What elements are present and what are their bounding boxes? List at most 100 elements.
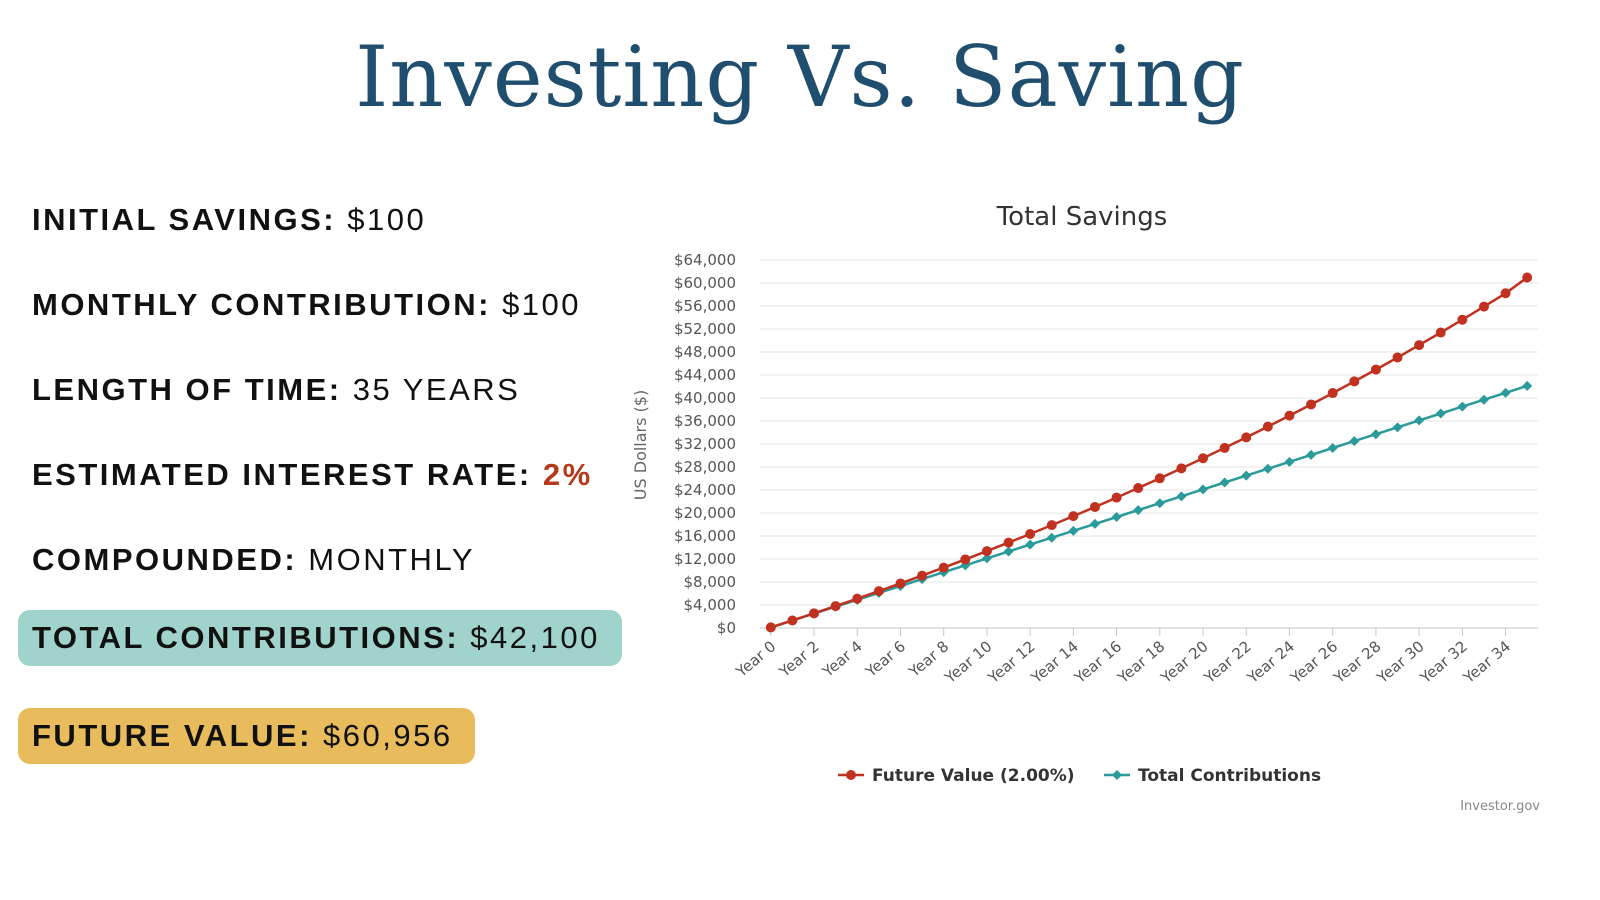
data-point[interactable] (1284, 456, 1295, 467)
y-tick-label: $28,000 (674, 458, 736, 476)
data-point[interactable] (1154, 498, 1165, 509)
data-point[interactable] (1046, 520, 1057, 531)
data-point[interactable] (1435, 408, 1446, 419)
y-tick-label: $8,000 (684, 573, 737, 591)
data-point[interactable] (1068, 511, 1079, 522)
data-point[interactable] (917, 570, 928, 581)
data-point[interactable] (960, 554, 971, 565)
data-point[interactable] (1241, 432, 1252, 443)
data-point[interactable] (1370, 429, 1381, 440)
interest-rate-value: 2% (542, 457, 593, 492)
data-point[interactable] (1478, 301, 1489, 312)
data-point[interactable] (1025, 539, 1036, 550)
data-point[interactable] (830, 601, 841, 612)
data-point[interactable] (1435, 327, 1446, 338)
y-tick-label: $44,000 (674, 366, 736, 384)
x-tick-label: Year 10 (941, 637, 996, 687)
page-title: Investing Vs. Saving (355, 28, 1245, 126)
data-point[interactable] (1219, 442, 1230, 453)
data-point[interactable] (1111, 512, 1122, 523)
data-point[interactable] (1327, 443, 1338, 454)
y-tick-label: $56,000 (674, 297, 736, 315)
data-point[interactable] (1327, 388, 1338, 399)
legend-label: Future Value (2.00%) (872, 766, 1075, 786)
y-tick-label: $48,000 (674, 343, 736, 361)
y-tick-label: $64,000 (674, 251, 736, 269)
legend-item-future-value[interactable]: Future Value (2.00%) (838, 766, 1075, 786)
compounded-value: MONTHLY (308, 542, 476, 577)
data-point[interactable] (1370, 364, 1381, 375)
data-point[interactable] (852, 593, 863, 604)
data-point[interactable] (1111, 492, 1122, 503)
series-future-value (765, 272, 1533, 633)
total-savings-chart: Total Savings $0 $4,000 $8,000 $12,000 $16,0… (631, 202, 1540, 814)
data-point[interactable] (981, 553, 992, 564)
data-point[interactable] (1133, 483, 1144, 494)
series-line (770, 384, 1528, 629)
data-point[interactable] (1457, 314, 1468, 325)
data-point[interactable] (1306, 399, 1317, 410)
data-point[interactable] (1349, 376, 1360, 387)
x-tick-label: Year 28 (1330, 637, 1385, 687)
monthly-contribution-value: $100 (502, 287, 582, 322)
data-point[interactable] (1392, 422, 1403, 433)
x-tick-label: Year 0 (732, 637, 780, 681)
interest-rate-stat: ESTIMATED INTEREST RATE: 2% (32, 457, 593, 493)
legend-item-total-contributions[interactable]: Total Contributions (1104, 766, 1321, 786)
data-point[interactable] (1198, 484, 1209, 495)
data-point[interactable] (1522, 272, 1533, 283)
data-point[interactable] (1089, 501, 1100, 512)
data-point[interactable] (809, 608, 820, 619)
data-point[interactable] (1392, 352, 1403, 363)
interest-rate-label: ESTIMATED INTEREST RATE: (32, 457, 532, 492)
data-point[interactable] (787, 615, 798, 626)
data-point[interactable] (1284, 410, 1295, 421)
initial-savings-value: $100 (347, 202, 427, 237)
data-point[interactable] (1522, 380, 1533, 391)
length-of-time-value: 35 YEARS (352, 372, 521, 407)
y-tick-label: $0 (717, 619, 736, 637)
initial-savings-stat: INITIAL SAVINGS: $100 (32, 202, 426, 238)
data-point[interactable] (1500, 288, 1511, 299)
length-of-time-stat: LENGTH OF TIME: 35 YEARS (32, 372, 520, 408)
data-point[interactable] (765, 622, 776, 633)
data-point[interactable] (981, 546, 992, 557)
x-tick-label: Year 20 (1157, 637, 1212, 687)
data-point[interactable] (873, 586, 884, 597)
data-point[interactable] (1457, 401, 1468, 412)
data-point[interactable] (1306, 449, 1317, 460)
data-point[interactable] (1176, 491, 1187, 502)
data-point[interactable] (1089, 518, 1100, 529)
data-point[interactable] (1414, 340, 1425, 351)
data-point[interactable] (1068, 525, 1079, 536)
data-point[interactable] (1198, 453, 1209, 464)
series-line (770, 276, 1528, 629)
y-axis-title: US Dollars ($) (631, 390, 650, 500)
data-point[interactable] (1154, 473, 1165, 484)
data-point[interactable] (1025, 528, 1036, 539)
data-point[interactable] (1414, 415, 1425, 426)
data-point[interactable] (1003, 537, 1014, 548)
y-tick-label: $20,000 (674, 504, 736, 522)
data-point[interactable] (1219, 477, 1230, 488)
data-point[interactable] (1176, 463, 1187, 474)
chart-legend[interactable]: Future Value (2.00%) Total Contributions (838, 766, 1321, 786)
data-point[interactable] (1349, 436, 1360, 447)
data-point[interactable] (1478, 394, 1489, 405)
compounded-stat: COMPOUNDED: MONTHLY (32, 542, 475, 578)
data-point[interactable] (1262, 463, 1273, 474)
monthly-contribution-stat: MONTHLY CONTRIBUTION: $100 (32, 287, 581, 323)
x-tick-label: Year 18 (1113, 637, 1168, 687)
data-point[interactable] (1046, 532, 1057, 543)
data-point[interactable] (938, 562, 949, 573)
data-point[interactable] (1241, 470, 1252, 481)
length-of-time-label: LENGTH OF TIME: (32, 372, 342, 407)
data-point[interactable] (1003, 546, 1014, 557)
chart-grid (760, 259, 1538, 629)
total-contributions-badge: TOTAL CONTRIBUTIONS: $42,100 (18, 610, 622, 666)
data-point[interactable] (1133, 505, 1144, 516)
data-point[interactable] (1500, 387, 1511, 398)
x-tick-label: Year 32 (1416, 637, 1471, 687)
data-point[interactable] (895, 578, 906, 589)
data-point[interactable] (1262, 421, 1273, 432)
